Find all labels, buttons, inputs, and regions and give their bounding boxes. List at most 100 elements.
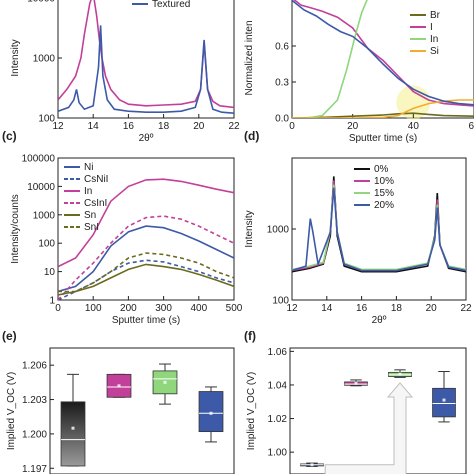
box-15pct [388,369,412,378]
y-tick-label: 1.197 [22,464,47,474]
box-0pct [60,373,86,467]
series-line-ni [58,225,234,293]
panel-c: 1 10 100 1000 10000 100000 0 100 200 300 400 500 Spu… [10,154,243,327]
x-tick-label: 18 [158,121,170,132]
legend-label: In [84,186,92,197]
y-tick-label: 1.02 [268,414,288,425]
mean-marker [442,398,446,402]
mean-marker [209,411,213,415]
x-tick-label: 12 [286,303,298,314]
x-axis-label: 2θº [372,315,387,326]
legend-label: Ni [84,162,93,173]
y-tick-label: 1000 [267,225,290,236]
x-tick-label: 18 [391,303,403,314]
x-tick-label: 400 [190,303,207,314]
box-0pct [300,462,324,467]
x-tick-label: 0 [55,303,61,314]
box-body [432,387,456,418]
box-10pct [344,379,368,387]
y-tick-label: 1.04 [268,380,288,391]
x-tick-label: 16 [356,303,368,314]
x-tick-label: 20 [193,121,205,132]
legend-label: Si [430,46,439,57]
legend-label: SnI [84,222,99,233]
y-tick-label: 0.0 [275,114,289,125]
panel-label-d: (d) [244,129,259,143]
y-tick-label: 100 [38,239,55,250]
x-tick-label: 14 [88,121,100,132]
plot-frame [57,157,235,301]
panel-a: 100 1000 10000 12 14 16 18 20 22 2θº Intensity Text… [10,0,240,144]
series-line-sn [58,263,234,296]
x-tick-label: 22 [228,121,240,132]
x-tick-label: 20 [347,121,359,132]
panel-label-f: (f) [244,329,256,343]
x-tick-label: 16 [123,121,135,132]
y-tick-label: 100000 [22,154,56,165]
x-tick-label: 60 [468,121,474,132]
box-body [198,391,224,433]
y-tick-label: 1.200 [22,429,47,440]
series-line-csnii [58,259,234,300]
y-axis-label: Intensity/counts [10,194,21,263]
mean-marker [354,381,358,385]
panel-b: 0.0 0.3 0.6 0 20 40 60 Sputter time (s) Normaliz… [244,0,474,144]
mean-marker [117,384,121,388]
x-axis-label: Sputter time (s) [112,315,180,326]
box-body [60,401,86,467]
series-line-csini [58,215,234,300]
legend-label: Textured [152,0,190,10]
y-axis-label: Implied V_OC (V) [246,372,257,450]
mean-marker [398,372,402,376]
y-tick-label: 1.06 [268,347,288,358]
y-axis-label: Intensity [244,210,255,247]
arrow-guide [324,382,414,474]
y-tick-label: 1000 [33,54,56,65]
x-tick-label: 300 [155,303,172,314]
y-tick-label: 1000 [33,210,56,221]
series-line-in [58,178,234,268]
x-tick-label: 14 [321,303,333,314]
x-axis-label: 2θº [139,133,154,144]
x-tick-label: 100 [85,303,102,314]
x-axis-label: Sputter time (s) [349,133,417,144]
y-tick-label: 1.206 [22,361,47,372]
box-10pct [106,373,132,398]
box-20pct [432,371,456,423]
y-tick-label: 10 [44,267,56,278]
y-tick-label: 1 [49,296,55,307]
legend-label: 0% [374,164,389,175]
legend-label: I [430,22,433,33]
legend-label: CsInI [84,198,107,209]
legend-label: Br [430,10,441,21]
x-tick-label: 0 [289,121,295,132]
legend-label: In [430,34,438,45]
series-line-20- [292,187,466,272]
legend-label: 15% [374,188,394,199]
box-15pct [152,363,178,405]
y-tick-label: 1.203 [22,395,47,406]
y-axis-label: Intensity [10,39,21,76]
panel-e: 1.197 1.200 1.203 1.206 Implied V_OC (V) [6,347,235,474]
y-tick-label: 0.3 [275,78,289,89]
x-tick-label: 200 [120,303,137,314]
legend-label: 10% [374,176,394,187]
y-tick-label: 10000 [27,182,55,193]
legend-label: CsNiI [84,174,108,185]
panel-f: 1.00 1.02 1.04 1.06 Implied V_OC (V) [246,347,467,474]
y-tick-label: 1.00 [268,448,288,459]
legend-label: 20% [374,200,394,211]
legend-label: Sn [84,210,96,221]
x-tick-label: 20 [426,303,438,314]
y-tick-label: 100 [38,114,55,125]
series-line-in [292,0,368,118]
series-line-sni [58,252,234,293]
x-tick-label: 500 [226,303,243,314]
mean-marker [310,463,314,467]
panel-d: 100 1000 12 14 16 18 20 22 2θº Intensity 0%10%15%2… [244,157,472,326]
series-line-si [292,99,474,118]
series-line-textured [58,25,234,114]
x-tick-label: 12 [52,121,64,132]
